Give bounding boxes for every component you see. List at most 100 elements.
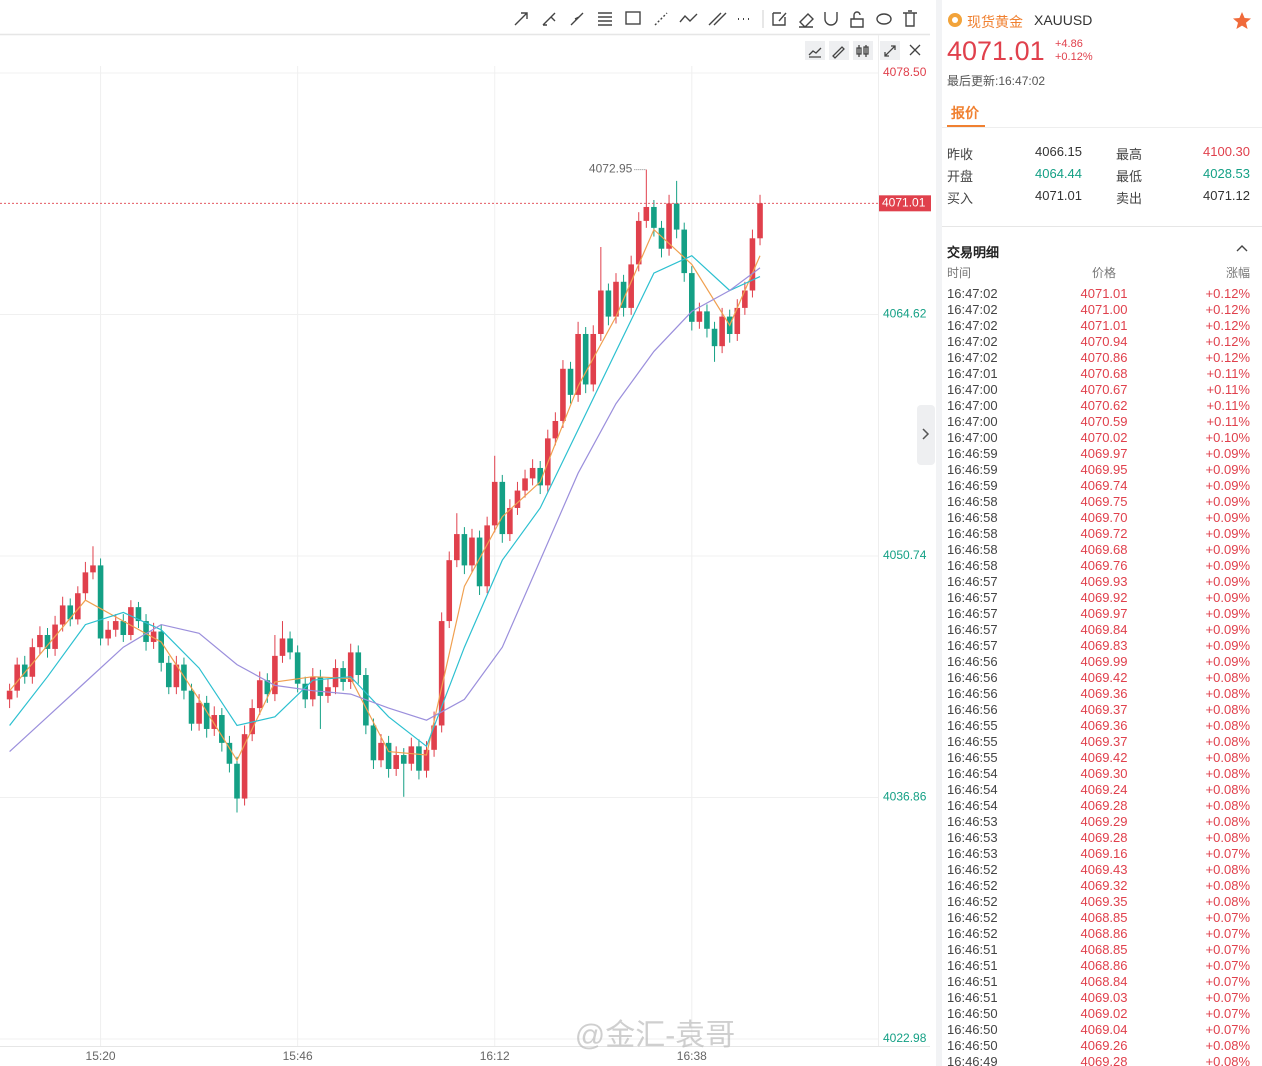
- tool-dash[interactable]: [654, 12, 668, 26]
- control-bg[interactable]: [853, 41, 873, 60]
- collapse-trades[interactable]: [1236, 244, 1248, 254]
- control-close[interactable]: [909, 44, 921, 56]
- collapse-icon[interactable]: [922, 428, 930, 440]
- tool-delete[interactable]: [903, 10, 917, 27]
- plot: 4022.98 4036.86 4050.74 4064.62 4078.50 15:20…: [0, 35, 931, 1063]
- last-price: 4071.01: [947, 36, 1045, 66]
- trade-change: +0.12%: [1205, 350, 1250, 365]
- trade-price: 4070.68: [1080, 366, 1128, 381]
- trade-change: +0.08%: [1205, 798, 1250, 813]
- control-draw[interactable]: [832, 46, 845, 59]
- trade-price: 4069.36: [1080, 718, 1128, 733]
- tool-lock[interactable]: [850, 11, 864, 28]
- instrument-name: 现货黄金: [967, 14, 1023, 30]
- trade-time: 16:47:01: [947, 366, 998, 381]
- stat-value: 4100.30: [1203, 144, 1250, 159]
- favorite-star[interactable]: [1232, 11, 1252, 31]
- tool-channel[interactable]: [708, 12, 727, 26]
- trade-change: +0.09%: [1205, 654, 1250, 669]
- trade-time: 16:46:56: [947, 686, 998, 701]
- candle-body: [302, 683, 309, 700]
- control-candles[interactable]: [856, 45, 869, 57]
- tool-rect[interactable]: [625, 11, 641, 25]
- x-tick-label: 16:38: [677, 1049, 707, 1063]
- trade-change: +0.08%: [1205, 814, 1250, 829]
- trade-change: +0.11%: [1206, 398, 1251, 413]
- trade-change: +0.08%: [1205, 782, 1250, 797]
- trade-change: +0.08%: [1205, 878, 1250, 893]
- candle-body: [416, 746, 422, 771]
- trade-time: 16:46:50: [947, 1006, 998, 1021]
- candle-body: [635, 220, 642, 265]
- candle-body: [658, 227, 665, 249]
- tool-fib[interactable]: [598, 12, 612, 26]
- trade-time: 16:46:57: [947, 606, 998, 621]
- trade-time: 16:47:02: [947, 334, 998, 349]
- trade-time: 16:46:58: [947, 510, 998, 525]
- trade-change: +0.07%: [1205, 1022, 1250, 1037]
- tool-arrow[interactable]: [514, 12, 528, 26]
- trade-time: 16:46:51: [947, 990, 998, 1005]
- candle-body: [529, 467, 536, 479]
- candle-body: [393, 755, 399, 769]
- trade-time: 16:46:57: [947, 622, 998, 637]
- trade-price: 4069.32: [1080, 878, 1128, 893]
- trade-change: +0.07%: [1205, 1006, 1250, 1021]
- tool-ray[interactable]: [542, 12, 556, 26]
- last-price-tag: [879, 195, 931, 212]
- watermark: @金汇-袁哥: [575, 1019, 735, 1052]
- trade-price: 4069.35: [1080, 894, 1128, 909]
- candle-body: [128, 607, 134, 635]
- trade-price: 4069.97: [1080, 446, 1128, 461]
- trade-price: 4069.28: [1080, 1054, 1128, 1066]
- trade-change: +0.09%: [1205, 558, 1250, 573]
- tool-eye[interactable]: [876, 13, 892, 25]
- candle-body: [317, 676, 324, 696]
- tool-magnet[interactable]: [824, 12, 838, 26]
- trade-change: +0.08%: [1205, 686, 1250, 701]
- stat-value: 4028.53: [1203, 166, 1250, 181]
- control-indicator[interactable]: [808, 47, 822, 58]
- trade-time: 16:46:52: [947, 926, 998, 941]
- candle-body: [150, 631, 157, 642]
- tool-polyline[interactable]: [679, 13, 698, 23]
- candle-body: [59, 605, 66, 625]
- trade-change: +0.09%: [1205, 462, 1250, 477]
- candle-body: [560, 368, 566, 421]
- trade-time: 16:47:02: [947, 350, 998, 365]
- trade-change: +0.09%: [1205, 446, 1250, 461]
- candle-body: [203, 702, 210, 729]
- instrument-symbol: XAUUSD: [1034, 12, 1093, 28]
- trade-time: 16:46:59: [947, 478, 998, 493]
- trade-change: +0.09%: [1205, 526, 1250, 541]
- tool-erase[interactable]: [799, 13, 814, 28]
- control-fullscreen[interactable]: [884, 45, 896, 57]
- trade-price: 4069.99: [1080, 654, 1128, 669]
- candle-body: [408, 746, 415, 764]
- tab-quote[interactable]: 报价: [951, 105, 979, 121]
- trade-change: +0.07%: [1205, 926, 1250, 941]
- trade-change: +0.09%: [1205, 590, 1250, 605]
- trade-price: 4069.29: [1080, 814, 1128, 829]
- toolbar: [0, 10, 930, 36]
- trade-time: 16:46:50: [947, 1038, 998, 1053]
- trade-change: +0.09%: [1205, 494, 1250, 509]
- candle-body: [181, 664, 187, 691]
- control-bg[interactable]: [805, 41, 825, 60]
- trade-time: 16:46:57: [947, 590, 998, 605]
- trade-time: 16:46:49: [947, 1054, 998, 1066]
- candle-body: [67, 605, 74, 620]
- trades-title: 交易明细: [947, 245, 1000, 260]
- candle-body: [446, 560, 453, 622]
- trade-price: 4069.26: [1080, 1038, 1128, 1053]
- trade-time: 16:46:53: [947, 846, 998, 861]
- trade-time: 16:46:53: [947, 814, 998, 829]
- tool-line[interactable]: [570, 12, 584, 26]
- trade-price: 4069.37: [1080, 734, 1128, 749]
- trade-change: +0.08%: [1205, 830, 1250, 845]
- trade-price: 4069.24: [1080, 782, 1128, 797]
- tool-edit[interactable]: [772, 12, 787, 26]
- trade-change: +0.12%: [1205, 318, 1250, 333]
